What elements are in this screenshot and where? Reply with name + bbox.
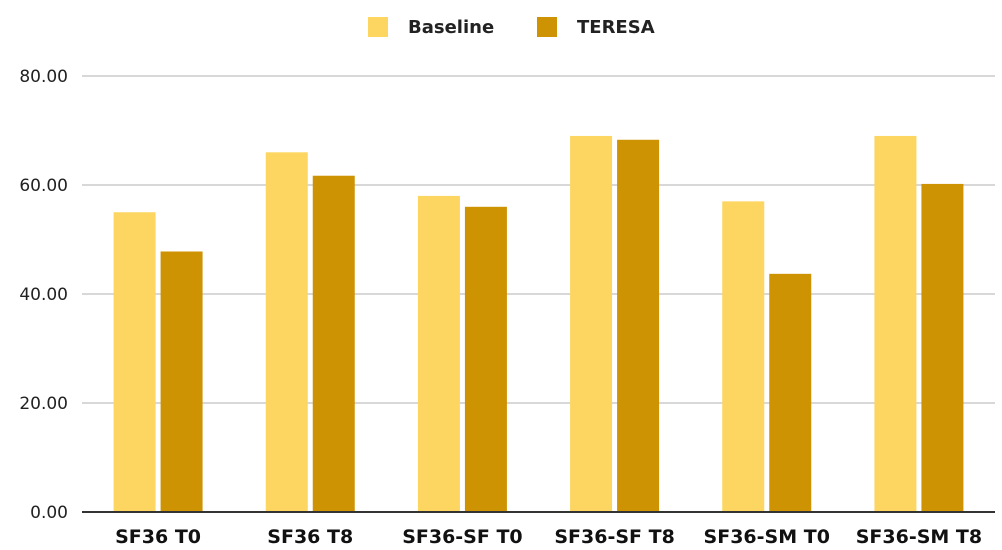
y-axis: 0.00 20.00 40.00 60.00 80.00 (19, 67, 68, 523)
bar-teresa-2 (312, 175, 355, 513)
bar-teresa-5 (769, 273, 812, 512)
y-tick-label: 0.00 (30, 503, 68, 523)
bar-baseline-4 (570, 135, 613, 512)
bar-baseline-2 (265, 152, 308, 513)
bars (113, 135, 964, 513)
bar-baseline-6 (874, 135, 917, 512)
bar-teresa-4 (617, 139, 660, 512)
bar-baseline-1 (113, 212, 156, 512)
y-tick-label: 20.00 (19, 394, 68, 414)
legend-swatch-teresa (537, 17, 557, 37)
y-tick-label: 60.00 (19, 176, 68, 196)
y-tick-label: 40.00 (19, 285, 68, 305)
y-tick-label: 80.00 (19, 67, 68, 87)
legend-swatch-baseline (368, 17, 388, 37)
bar-teresa-6 (921, 183, 964, 512)
x-tick-label: SF36 T8 (267, 526, 353, 548)
bar-baseline-5 (722, 201, 765, 512)
x-tick-label: SF36-SM T0 (704, 526, 830, 548)
x-tick-label: SF36-SF T0 (402, 526, 522, 548)
x-tick-label: SF36-SF T8 (554, 526, 674, 548)
x-axis: SF36 T0 SF36 T8 SF36-SF T0 SF36-SF T8 SF36-S… (82, 511, 995, 548)
legend: Baseline TERESA (368, 17, 655, 38)
bar-teresa-3 (464, 206, 507, 513)
x-tick-label: SF36-SM T8 (856, 526, 982, 548)
legend-label-baseline: Baseline (408, 17, 494, 38)
x-tick-label: SF36 T0 (115, 526, 201, 548)
legend-label-teresa: TERESA (577, 17, 655, 38)
bar-teresa-1 (160, 251, 203, 513)
bar-baseline-3 (417, 195, 460, 512)
gridlines (82, 75, 995, 404)
